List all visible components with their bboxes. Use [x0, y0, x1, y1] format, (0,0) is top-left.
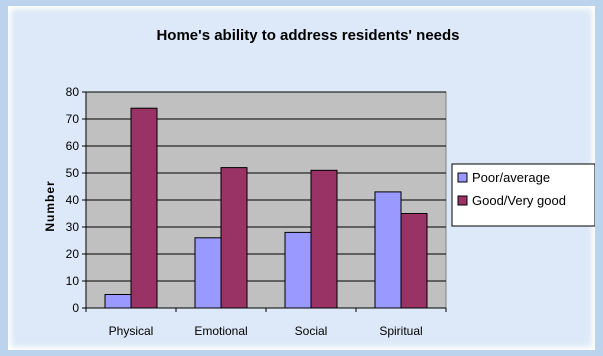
y-tick-label: 60: [66, 139, 80, 153]
bar-good-very-good-social: [310, 169, 338, 309]
bar-poor-average-emotional: [194, 237, 222, 309]
x-tick-label: Emotional: [194, 324, 247, 338]
bar-poor-average-social: [284, 231, 312, 309]
bar-good-very-good-spiritual: [400, 213, 428, 309]
x-tick-label: Social: [295, 324, 328, 338]
y-tick-label: 70: [66, 112, 80, 126]
bar-poor-average-spiritual: [374, 191, 402, 309]
y-tick-label: 10: [66, 274, 80, 288]
bar-good-very-good-emotional: [220, 167, 248, 309]
chart-title: Home's ability to address residents' nee…: [156, 27, 459, 44]
legend-swatch: [457, 172, 468, 183]
bar-good-very-good-physical: [130, 107, 158, 309]
y-tick-label: 80: [66, 85, 80, 99]
chart-panel: Home's ability to address residents' nee…: [8, 6, 595, 350]
y-axis-label: Number: [43, 180, 57, 231]
y-tick-label: 20: [66, 247, 80, 261]
legend-entry: Good/Very good: [472, 193, 566, 208]
bar-chart: Home's ability to address residents' nee…: [43, 27, 595, 338]
legend-swatch: [457, 195, 468, 206]
legend-entry: Poor/average: [472, 170, 550, 185]
x-tick-label: Spiritual: [379, 324, 422, 338]
y-tick-label: 50: [66, 166, 80, 180]
y-tick-label: 30: [66, 220, 80, 234]
bar-poor-average-physical: [104, 294, 132, 309]
plot-area: 0 10 20 30 40 50 60 70 80 Physical Emotional Social…: [66, 85, 447, 338]
x-tick-label: Physical: [109, 324, 154, 338]
legend-box: [451, 163, 595, 227]
y-tick-label: 40: [66, 193, 80, 207]
y-tick-label: 0: [72, 301, 79, 315]
legend: Poor/average Good/Very good: [451, 163, 595, 227]
